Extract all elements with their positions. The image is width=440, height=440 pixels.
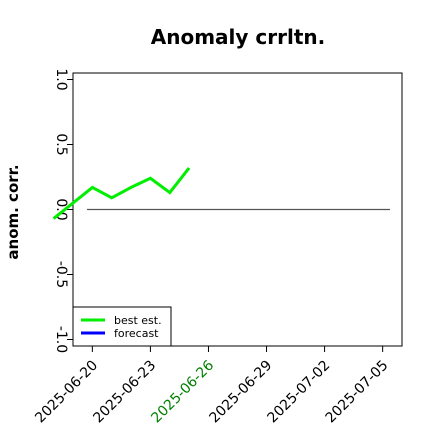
y-axis-label: anom. corr. bbox=[4, 164, 22, 259]
y-tick-label: 1.0 bbox=[53, 68, 69, 90]
legend-box bbox=[72, 306, 172, 347]
y-tick-label: -0.5 bbox=[53, 261, 69, 288]
y-tick-label: 0.5 bbox=[53, 133, 69, 155]
legend-label: forecast bbox=[114, 327, 159, 340]
x-tick-label: 2025-07-05 bbox=[323, 358, 392, 427]
chart-title: Anomaly crrltn. bbox=[151, 25, 325, 49]
legend-label: best est. bbox=[114, 314, 162, 327]
y-tick-label: -1.0 bbox=[53, 326, 69, 353]
series-line-best-est bbox=[52, 166, 191, 220]
plot-area: -1.0-0.50.00.51.02025-06-202025-06-23202… bbox=[32, 68, 403, 427]
